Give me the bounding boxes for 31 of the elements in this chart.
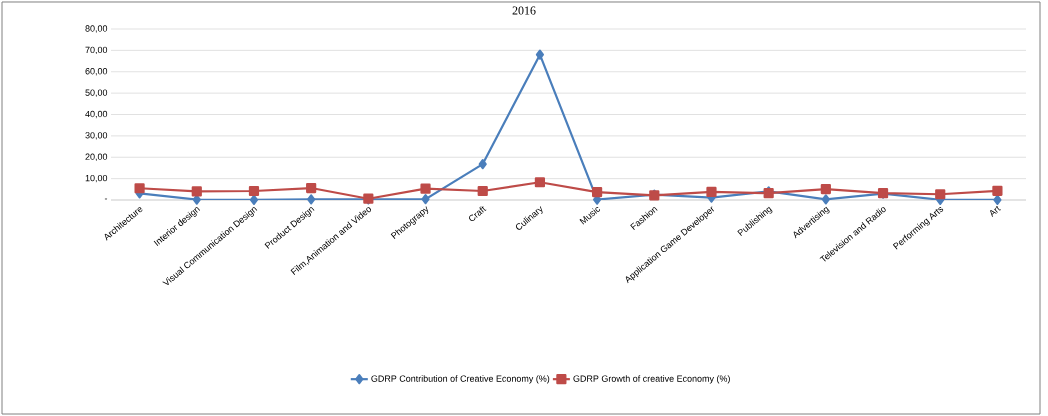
y-tick-label: 20,00 (85, 153, 108, 161)
point (134, 183, 145, 194)
x-tick-label: Art (990, 205, 1001, 218)
point (820, 184, 831, 195)
point (935, 189, 946, 200)
point (306, 182, 317, 194)
point (248, 185, 260, 197)
point (421, 194, 430, 205)
point (477, 185, 488, 197)
y-tick-label: 30,00 (85, 132, 108, 140)
point (821, 194, 830, 205)
y-tick-label: 80,00 (85, 25, 108, 33)
point (478, 158, 487, 170)
y-tick-label: 50,00 (85, 89, 108, 97)
point (992, 185, 1003, 196)
legend-label: GDRP Growth of creative Economy (%) (573, 375, 730, 384)
point (534, 177, 546, 188)
point (420, 183, 431, 194)
y-tick-label: 60,00 (85, 68, 108, 76)
point (592, 186, 603, 198)
point (307, 194, 316, 205)
y-tick-label: 70,00 (85, 46, 108, 55)
point (535, 49, 545, 60)
point (191, 186, 202, 197)
chart-title: 2016 (512, 6, 536, 15)
point (706, 186, 717, 197)
y-tick-label: 40,00 (85, 110, 108, 119)
y-tick-label: - (104, 198, 108, 200)
x-tick-label: Craft (469, 206, 487, 222)
legend-label: GDRP Contribution of Creative Economy (%) (371, 375, 550, 384)
y-tick-label: 10,00 (85, 174, 108, 183)
